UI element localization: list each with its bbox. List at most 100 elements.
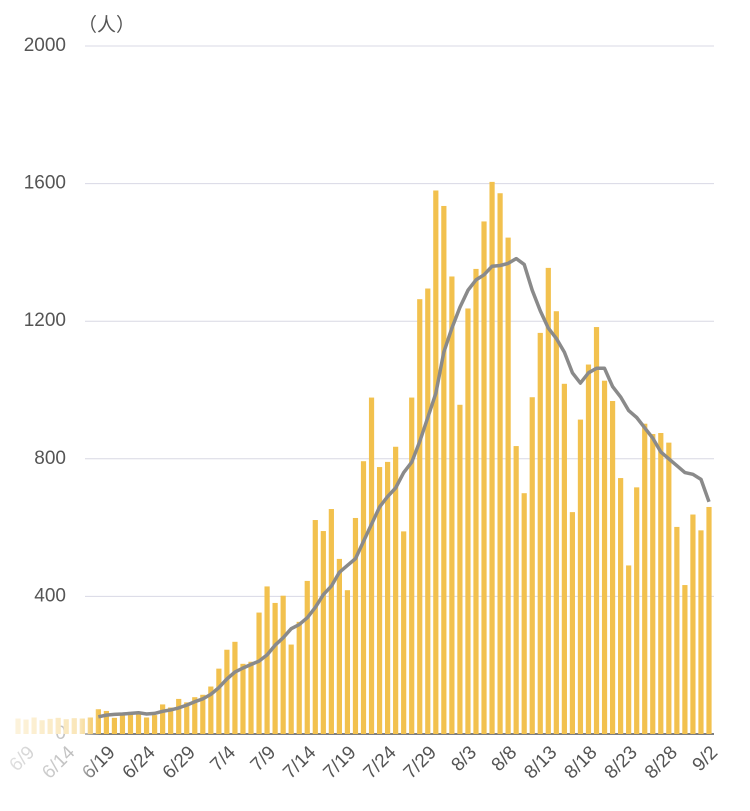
- bar: [666, 442, 672, 734]
- bar: [111, 717, 118, 734]
- bar: [401, 531, 407, 734]
- x-tick-label: 7/14: [279, 742, 320, 783]
- bar: [192, 697, 198, 734]
- bar: [360, 461, 367, 734]
- average-line: [97, 256, 711, 719]
- x-tick-label: 7/4: [206, 742, 240, 776]
- bar: [151, 715, 158, 734]
- bar: [368, 397, 375, 734]
- x-tick-label: 6/24: [119, 742, 160, 783]
- bar: [176, 698, 182, 734]
- bar: [593, 327, 600, 734]
- y-tick-label: 400: [34, 585, 66, 606]
- bar: [634, 487, 640, 734]
- bar: [184, 702, 190, 734]
- x-tick-label: 7/19: [320, 742, 361, 783]
- bar: [489, 181, 495, 734]
- bar: [465, 308, 471, 734]
- bar: [135, 714, 142, 734]
- bar: [473, 268, 479, 734]
- bar: [168, 707, 174, 734]
- y-tick-label: 1600: [24, 173, 66, 194]
- bar: [569, 512, 576, 734]
- bar: [288, 644, 294, 734]
- bar: [449, 276, 455, 734]
- x-tick-label: 8/3: [448, 742, 482, 776]
- bar: [537, 332, 543, 734]
- plot: 04008001200160020006/96/146/196/246/297/…: [6, 35, 722, 783]
- bar: [674, 526, 680, 734]
- bar: [658, 433, 664, 734]
- bar: [336, 558, 342, 734]
- bar: [609, 401, 616, 734]
- bar: [642, 423, 648, 734]
- bar: [216, 668, 222, 734]
- bar: [577, 419, 584, 734]
- bar: [240, 663, 246, 734]
- bar: [296, 621, 302, 734]
- bar: [417, 299, 423, 734]
- bar: [457, 404, 463, 734]
- bar: [248, 661, 254, 734]
- x-tick-label: 7/24: [360, 742, 401, 783]
- x-tick-label: 8/28: [641, 742, 682, 783]
- bar: [497, 193, 503, 734]
- y-tick-label: 1200: [24, 310, 66, 331]
- x-tick-label: 7/9: [247, 742, 281, 776]
- bar: [385, 461, 391, 734]
- y-tick-label: 2000: [24, 35, 66, 56]
- bar: [425, 288, 431, 734]
- bar: [119, 713, 126, 734]
- bar: [513, 446, 519, 734]
- bar: [280, 595, 286, 734]
- y-unit: （人）: [78, 14, 135, 36]
- bar: [481, 221, 487, 734]
- bar: [200, 694, 206, 734]
- x-tick-label: 7/29: [400, 742, 441, 783]
- x-tick-label: 8/8: [488, 742, 522, 776]
- x-tick-label: 6/29: [159, 742, 200, 783]
- bar: [690, 514, 696, 734]
- x-tick-label: 8/18: [561, 742, 602, 783]
- bar: [264, 586, 270, 734]
- bar: [393, 446, 399, 734]
- bar: [706, 506, 712, 734]
- bar: [103, 710, 109, 734]
- bar: [505, 237, 511, 734]
- bar: [208, 686, 214, 734]
- bar: [521, 493, 527, 734]
- bar: [304, 580, 310, 734]
- bar: [618, 478, 624, 734]
- bar: [433, 190, 439, 735]
- bar: [352, 517, 359, 734]
- bar: [650, 434, 656, 734]
- bar: [256, 612, 262, 734]
- bar: [698, 530, 704, 734]
- bar: [441, 205, 447, 734]
- bar: [682, 585, 688, 734]
- y-tick-label: 800: [34, 448, 66, 469]
- bar: [601, 380, 608, 734]
- bar: [585, 364, 592, 734]
- bar: [272, 602, 278, 734]
- fade-overlay: [0, 690, 100, 811]
- bar: [127, 712, 134, 734]
- bar: [160, 704, 166, 734]
- bar: [224, 649, 230, 734]
- bar: [409, 397, 415, 734]
- bar: [376, 467, 383, 734]
- bar: [529, 397, 535, 734]
- x-tick-label: 8/13: [520, 742, 561, 783]
- bar: [344, 590, 351, 734]
- bar: [561, 383, 567, 734]
- bar: [232, 641, 238, 734]
- bar: [320, 531, 326, 734]
- bar: [312, 520, 318, 734]
- bar: [626, 565, 632, 734]
- x-tick-label: 9/2: [689, 742, 723, 776]
- bar: [545, 267, 551, 734]
- bar: [328, 509, 334, 734]
- bar: [143, 717, 150, 734]
- x-tick-label: 8/23: [601, 742, 642, 783]
